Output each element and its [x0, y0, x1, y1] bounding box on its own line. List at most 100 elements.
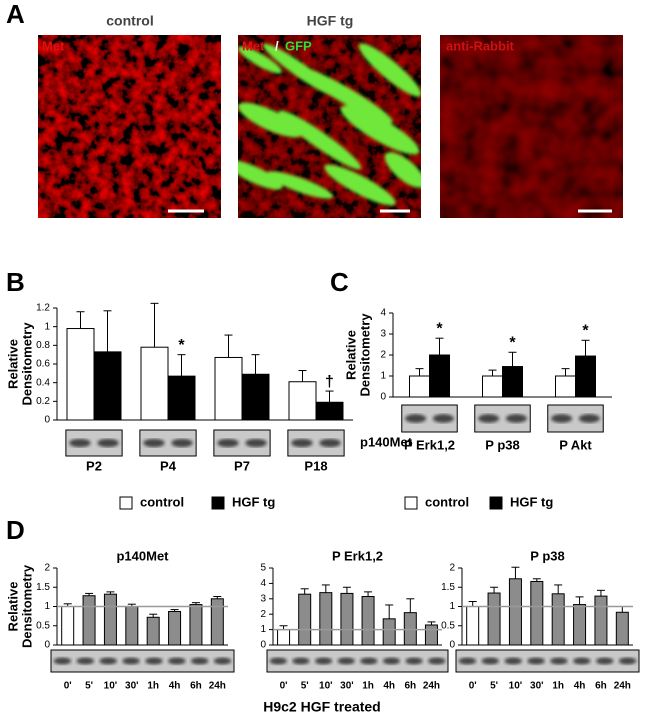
x-tick-label: 30': [340, 681, 354, 692]
bar: [82, 595, 96, 646]
bar: [615, 611, 629, 646]
bar: [167, 375, 196, 421]
bar: [146, 616, 160, 646]
y-tick-label: 0: [380, 392, 386, 403]
blot-band: [405, 414, 427, 423]
x-tick-label: 5': [490, 681, 498, 692]
image-label: GFP: [285, 38, 312, 53]
x-tick-label: P2: [86, 458, 102, 473]
blot-band: [319, 438, 341, 448]
bar: [466, 606, 480, 646]
blot-band: [53, 657, 72, 665]
bar: [487, 592, 501, 646]
chart-title: p140Met: [116, 548, 169, 563]
bar: [340, 592, 354, 646]
bar: [551, 593, 565, 646]
bar: [210, 598, 224, 646]
x-tick-label: P p38: [485, 437, 519, 452]
y-tick-label: 1.2: [36, 303, 50, 314]
blot-band: [122, 657, 140, 665]
image-title: HGF tg: [307, 13, 354, 29]
x-tick-label: P Akt: [559, 437, 592, 452]
x-tick-label: 10': [319, 681, 333, 692]
blot-band: [504, 657, 522, 665]
y-axis-label: Relative: [343, 330, 358, 380]
blot-band: [76, 657, 95, 665]
annotation: *: [436, 320, 443, 337]
bar: [382, 618, 396, 646]
image-title: control: [106, 13, 153, 29]
y-tick-label: 1: [260, 624, 266, 635]
bar: [555, 375, 576, 398]
y-tick-label: 1.5: [441, 582, 455, 593]
bar: [424, 624, 438, 646]
chart-title: P Erk1,2: [332, 548, 383, 563]
image-label: anti-Rabbit: [446, 38, 515, 53]
y-tick-label: 1: [380, 371, 386, 382]
blot-band: [527, 657, 545, 665]
y-tick-label: 0: [44, 640, 50, 651]
x-tick-label: 10': [104, 681, 118, 692]
y-tick-label: 0: [260, 640, 266, 651]
x-tick-label: 5': [85, 681, 93, 692]
blot-label: p140Met: [360, 434, 413, 449]
panel-letter: B: [6, 267, 25, 297]
x-tick-label: 0': [280, 681, 288, 692]
image-label: Met: [42, 38, 65, 53]
panel-letter: A: [6, 0, 25, 29]
x-tick-label: 4h: [574, 681, 586, 692]
y-tick-label: 4: [380, 308, 386, 319]
bar: [508, 578, 522, 646]
image-label: Met: [242, 38, 265, 53]
blot-band: [168, 657, 186, 665]
y-tick-label: 0.8: [36, 340, 50, 351]
y-tick-label: 1: [449, 601, 455, 612]
blot-band: [292, 657, 310, 665]
chart-title: P p38: [530, 548, 564, 563]
y-tick-label: 0: [449, 640, 455, 651]
x-tick-label: P Erk1,2: [404, 437, 455, 452]
x-tick-label: 24h: [209, 681, 226, 692]
bar: [93, 351, 122, 421]
bar: [530, 580, 544, 646]
x-tick-label: 4h: [169, 681, 181, 692]
blot-band: [291, 438, 313, 448]
y-axis-label: Densitometry: [19, 322, 34, 406]
bar: [594, 595, 608, 646]
bar: [575, 355, 596, 398]
blot-band: [171, 438, 193, 448]
x-tick-label: 30': [125, 681, 139, 692]
bar: [361, 595, 375, 646]
legend-label: control: [140, 494, 184, 509]
blot-band: [382, 657, 401, 665]
annotation: †: [325, 373, 334, 390]
x-tick-label: 6h: [190, 681, 202, 692]
y-tick-label: 0.5: [36, 620, 50, 631]
y-tick-label: 2: [449, 563, 455, 574]
y-axis-label: Relative: [5, 339, 20, 389]
blot-band: [481, 657, 500, 665]
bar: [189, 604, 203, 646]
micrograph: [238, 35, 421, 218]
blot-band: [213, 657, 232, 665]
blot-band: [432, 414, 454, 423]
legend-swatch: [489, 496, 503, 510]
blot-band: [314, 657, 333, 665]
annotation: *: [509, 334, 516, 351]
image-label: /: [275, 38, 279, 53]
bar: [319, 592, 333, 646]
y-tick-label: 2: [260, 609, 266, 620]
footer: H9c2 HGF treated: [263, 699, 380, 715]
x-tick-label: 0': [469, 681, 477, 692]
blot-band: [595, 657, 614, 665]
blot: [50, 649, 235, 673]
x-tick-label: 1h: [552, 681, 564, 692]
legend-swatch: [404, 496, 418, 510]
y-axis-label: Densitometry: [357, 313, 372, 397]
x-tick-label: 6h: [404, 681, 416, 692]
bar: [61, 606, 75, 646]
blot-band: [618, 657, 637, 665]
bar: [409, 375, 430, 398]
x-tick-label: P7: [234, 458, 250, 473]
